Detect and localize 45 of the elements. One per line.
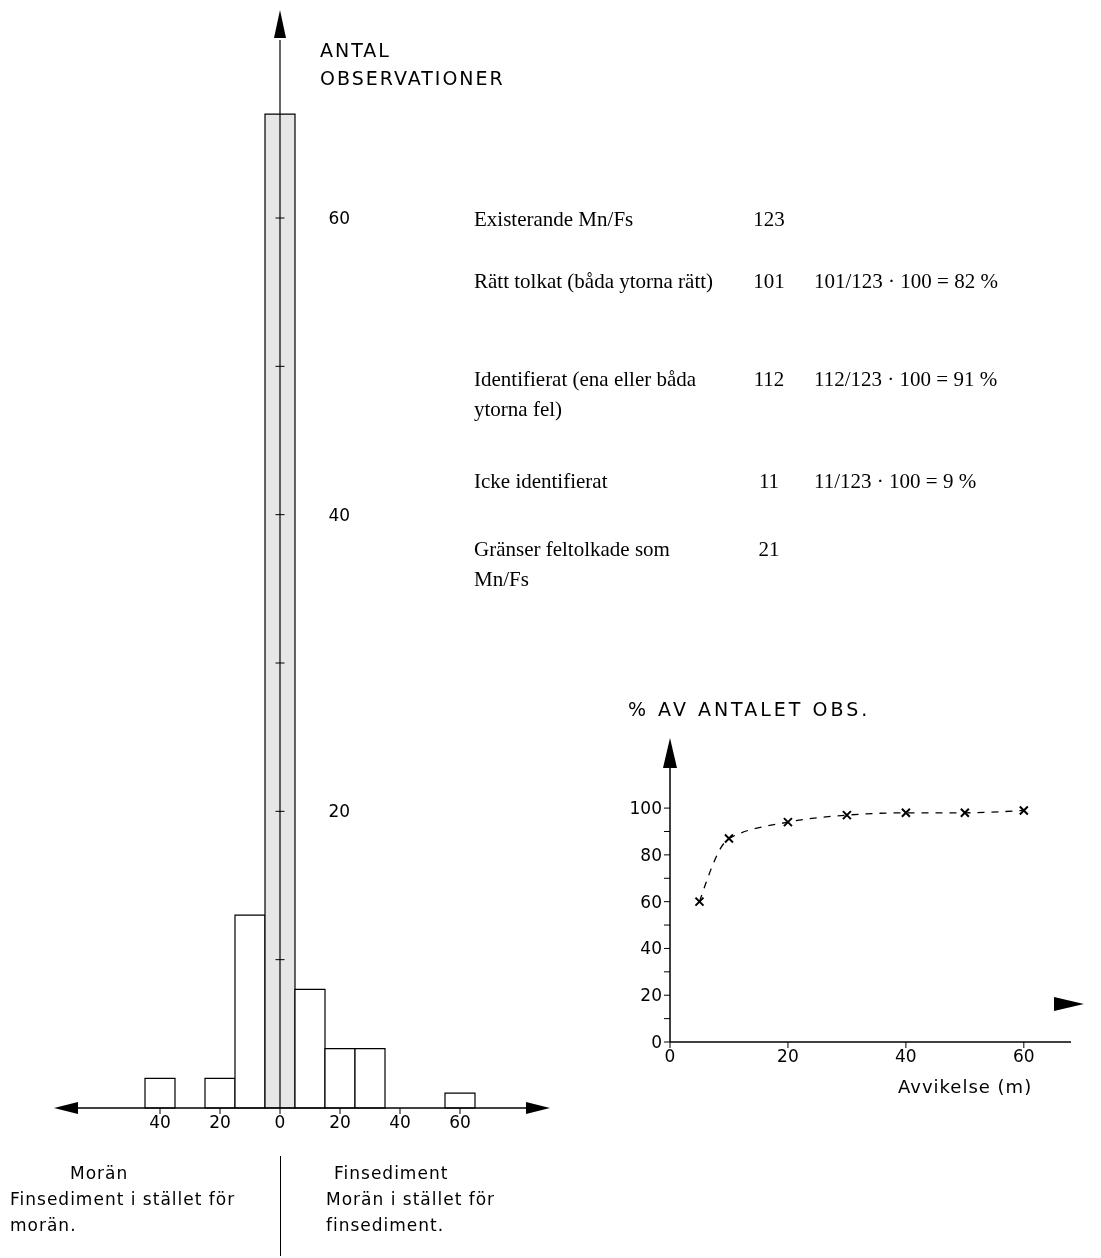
text: Finsediment i stället för morän. [10, 1189, 236, 1235]
y-tick-label: 40 [328, 504, 351, 525]
y-axis-title: ANTAL OBSERVATIONER [320, 39, 505, 89]
x-tick-label: 0 [664, 1046, 676, 1067]
y-tick-label: 40 [640, 938, 662, 959]
x-tick-label: 40 [895, 1046, 917, 1067]
text: Morän i stället för finsediment. [326, 1189, 496, 1235]
data-label: 11 [757, 468, 781, 495]
y-tick-label: 0 [651, 1032, 662, 1053]
point [723, 833, 734, 844]
x-tick-label: 20 [777, 1046, 799, 1067]
data-label: 21 [757, 536, 781, 563]
category-label: Identifierat (ena eller båda ytorna fel) [474, 367, 697, 421]
y-tick-label: 80 [640, 844, 662, 865]
text: Finsediment [334, 1163, 449, 1183]
x-tick-label: 0 [274, 1112, 286, 1133]
y-axis-title: % AV ANTALET OBS. [628, 698, 871, 720]
x-tick-label: 20 [209, 1112, 231, 1133]
point [782, 817, 793, 828]
text: 101/123 · 100 = 82 % [814, 269, 998, 293]
text: Morän [70, 1163, 129, 1183]
category-label: Existerande Mn/Fs [474, 207, 634, 231]
x-tick-label: 60 [1013, 1046, 1035, 1067]
x-axis-title: Avvikelse (m) [898, 1076, 1033, 1097]
point [694, 896, 705, 907]
category-label: Rätt tolkat (båda ytorna rätt) [474, 269, 714, 293]
data-label: 123 [752, 206, 786, 233]
y-tick-label: 60 [328, 208, 351, 229]
point [841, 810, 852, 821]
text: 11/123 · 100 = 9 % [814, 469, 977, 493]
y-tick-label: 60 [640, 891, 662, 912]
x-tick-label: 40 [149, 1112, 171, 1133]
text: 112/123 · 100 = 91 % [814, 367, 998, 391]
data-label: 112 [752, 366, 786, 393]
y-tick-label: 20 [328, 801, 351, 822]
point [900, 807, 911, 818]
x-tick-label: 40 [389, 1112, 411, 1133]
data-label: 101 [752, 268, 786, 295]
x-tick-label: 60 [449, 1112, 471, 1133]
category-label: Icke identifierat [474, 469, 608, 493]
point [959, 807, 970, 818]
category-label: Gränser feltolkade som Mn/Fs [474, 537, 670, 591]
y-tick-label: 100 [629, 798, 662, 819]
point [1018, 805, 1029, 816]
y-tick-label: 20 [640, 985, 662, 1006]
